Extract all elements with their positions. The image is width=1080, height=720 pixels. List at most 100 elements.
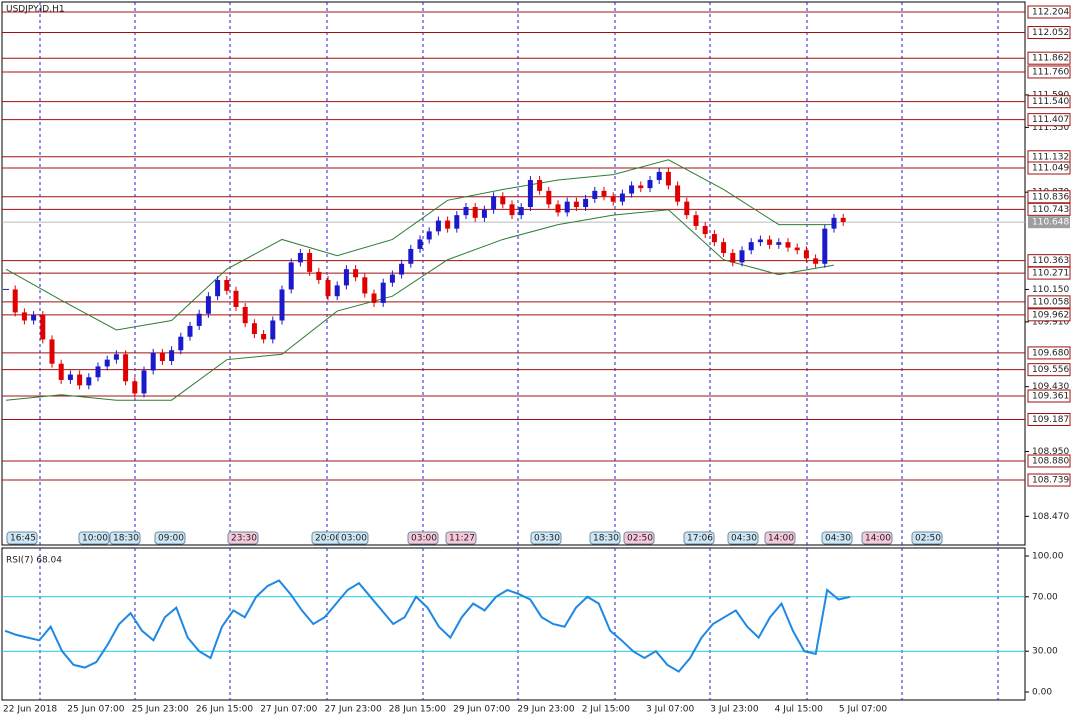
candle-body xyxy=(675,185,681,202)
price-level-label: 111.049 xyxy=(1032,164,1069,174)
candle-body xyxy=(776,242,782,245)
session-label: 03:00 xyxy=(411,534,437,544)
session-box xyxy=(764,531,796,545)
price-level-label: 109.556 xyxy=(1032,365,1069,375)
candle-body xyxy=(813,258,819,264)
price-level-label: 108.739 xyxy=(1032,476,1069,486)
candle-body xyxy=(803,250,809,259)
candle-body xyxy=(601,190,607,197)
price-level-box xyxy=(1027,190,1071,204)
candle-body xyxy=(693,215,699,226)
candle-body xyxy=(215,279,221,297)
candle-body xyxy=(583,198,589,208)
session-box xyxy=(337,531,369,545)
session-label: 17:06 xyxy=(687,534,713,544)
candle-body xyxy=(408,248,414,264)
candle-body xyxy=(371,293,377,303)
x-tick-label: 25 Jun 07:00 xyxy=(67,705,124,715)
price-level-box xyxy=(1027,26,1071,40)
x-tick-label: 3 Jul 23:00 xyxy=(710,705,759,715)
candle-body xyxy=(711,234,717,243)
x-tick-label: 3 Jul 07:00 xyxy=(646,705,695,715)
candle-body xyxy=(150,352,156,371)
price-level-label: 110.743 xyxy=(1032,205,1069,215)
candle-body xyxy=(353,269,359,278)
candle-body xyxy=(389,274,395,283)
x-tick-label: 26 Jun 15:00 xyxy=(196,705,253,715)
candle-body xyxy=(721,242,727,253)
price-level-label: 109.361 xyxy=(1032,392,1069,402)
price-level-label: 112.204 xyxy=(1032,7,1069,17)
candle-body xyxy=(31,315,37,321)
price-level-label: 112.052 xyxy=(1032,28,1069,38)
candle-body xyxy=(757,239,763,243)
candle-body xyxy=(242,306,248,324)
session-label: 11:27 xyxy=(449,534,475,544)
bollinger-lower xyxy=(5,209,835,401)
candle-body xyxy=(325,279,331,297)
candle-body xyxy=(445,220,451,229)
candle-body xyxy=(362,277,368,294)
y-tick-label: 109.910 xyxy=(1032,317,1069,327)
candle-body xyxy=(187,325,193,337)
candle-body xyxy=(399,263,405,275)
candle-body xyxy=(343,269,349,286)
session-box xyxy=(623,531,655,545)
candle-body xyxy=(297,252,303,263)
candle-body xyxy=(169,350,175,362)
price-level-box xyxy=(1027,454,1071,468)
price-level-label: 108.880 xyxy=(1032,456,1069,466)
rsi-title: RSI(7) 68.04 xyxy=(6,556,62,566)
price-level-box xyxy=(1027,266,1071,280)
candle-body xyxy=(380,282,386,303)
price-level-box xyxy=(1027,95,1071,109)
candle-body xyxy=(647,180,653,189)
candle-body xyxy=(555,204,561,213)
session-box xyxy=(821,531,853,545)
candle-body xyxy=(426,231,432,240)
x-tick-label: 27 Jun 23:00 xyxy=(325,705,382,715)
candle-body xyxy=(104,359,110,367)
price-level-label: 110.271 xyxy=(1032,269,1069,279)
price-level-box xyxy=(1027,363,1071,377)
x-tick-label: 5 Jul 07:00 xyxy=(839,705,888,715)
rsi-panel xyxy=(1,547,1026,701)
candle-body xyxy=(656,171,662,181)
price-level-box xyxy=(1027,202,1071,216)
session-label: 02:50 xyxy=(915,534,941,544)
candle-body xyxy=(159,352,165,362)
candle-body xyxy=(619,193,625,202)
session-box xyxy=(911,531,943,545)
x-tick-label: 22 Jun 2018 xyxy=(3,705,57,715)
candle-body xyxy=(58,363,64,380)
candle-body xyxy=(178,336,184,351)
candle-body xyxy=(261,334,267,340)
session-box xyxy=(6,531,38,545)
candle-body xyxy=(739,250,745,263)
candle-body xyxy=(500,196,506,205)
x-tick-label: 29 Jun 07:00 xyxy=(453,705,510,715)
y-tick-label: 108.950 xyxy=(1032,447,1069,457)
candle-body xyxy=(472,207,478,218)
candle-body xyxy=(251,323,257,335)
price-level-box xyxy=(1027,65,1071,79)
candle-body xyxy=(12,289,18,313)
price-level-box xyxy=(1027,346,1071,360)
y-tick-label: 30.00 xyxy=(1032,647,1058,657)
candle-body xyxy=(233,290,239,307)
price-level-box xyxy=(1027,389,1071,403)
price-level-label: 110.058 xyxy=(1032,297,1069,307)
candle-body xyxy=(21,312,27,321)
price-level-label: 111.540 xyxy=(1032,97,1069,107)
current-price-box xyxy=(1028,216,1070,229)
candle-body xyxy=(86,377,92,386)
price-level-label: 111.132 xyxy=(1032,152,1069,162)
candle-body xyxy=(132,381,138,394)
session-box xyxy=(407,531,439,545)
session-label: 03:00 xyxy=(341,534,367,544)
session-box xyxy=(227,531,259,545)
session-box xyxy=(727,531,759,545)
candle-body xyxy=(785,242,791,248)
price-level-label: 111.862 xyxy=(1032,54,1069,64)
